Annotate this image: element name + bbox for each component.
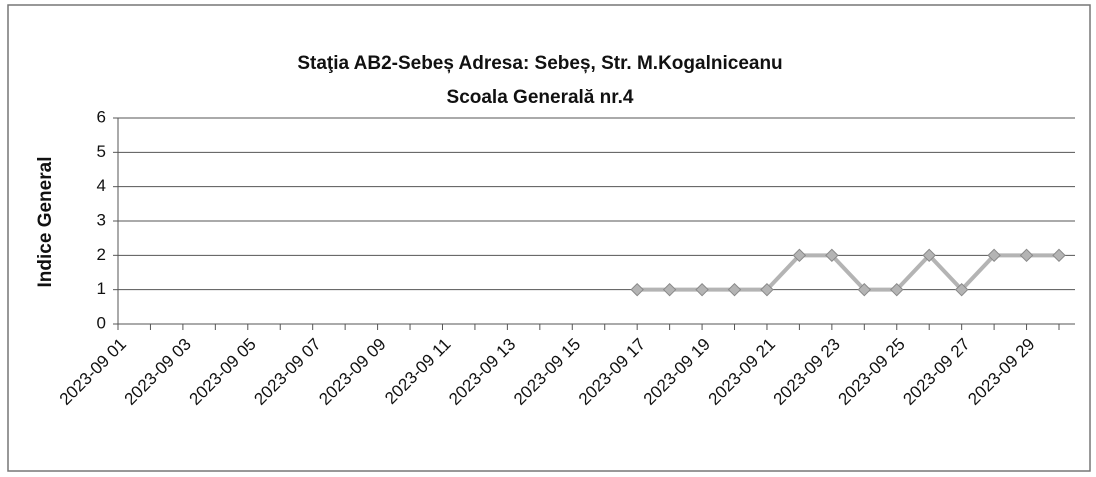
marker [792,248,807,263]
marker [954,282,969,297]
marker [987,248,1001,263]
chart-title: Scoala Generală nr.4 [447,87,634,108]
y-tick-label: 0 [97,313,106,332]
marker [630,282,644,297]
marker [1019,248,1034,263]
marker [760,282,774,297]
chart-title: Staţia AB2-Sebeș Adresa: Sebeș, Str. M.K… [297,53,782,74]
marker [1052,248,1066,263]
marker [662,282,677,297]
marker [825,248,839,263]
y-axis-label: Indice General [35,157,56,288]
y-tick-label: 4 [97,176,106,195]
chart-border [7,4,1091,472]
marker [857,282,872,297]
marker [727,282,742,297]
marker [922,248,936,263]
y-tick-label: 1 [97,279,106,298]
marker [695,282,709,297]
y-tick-label: 2 [97,245,106,264]
y-tick-label: 5 [97,142,106,161]
y-tick-label: 6 [97,107,106,126]
marker [890,282,904,297]
y-tick-label: 3 [97,210,106,229]
